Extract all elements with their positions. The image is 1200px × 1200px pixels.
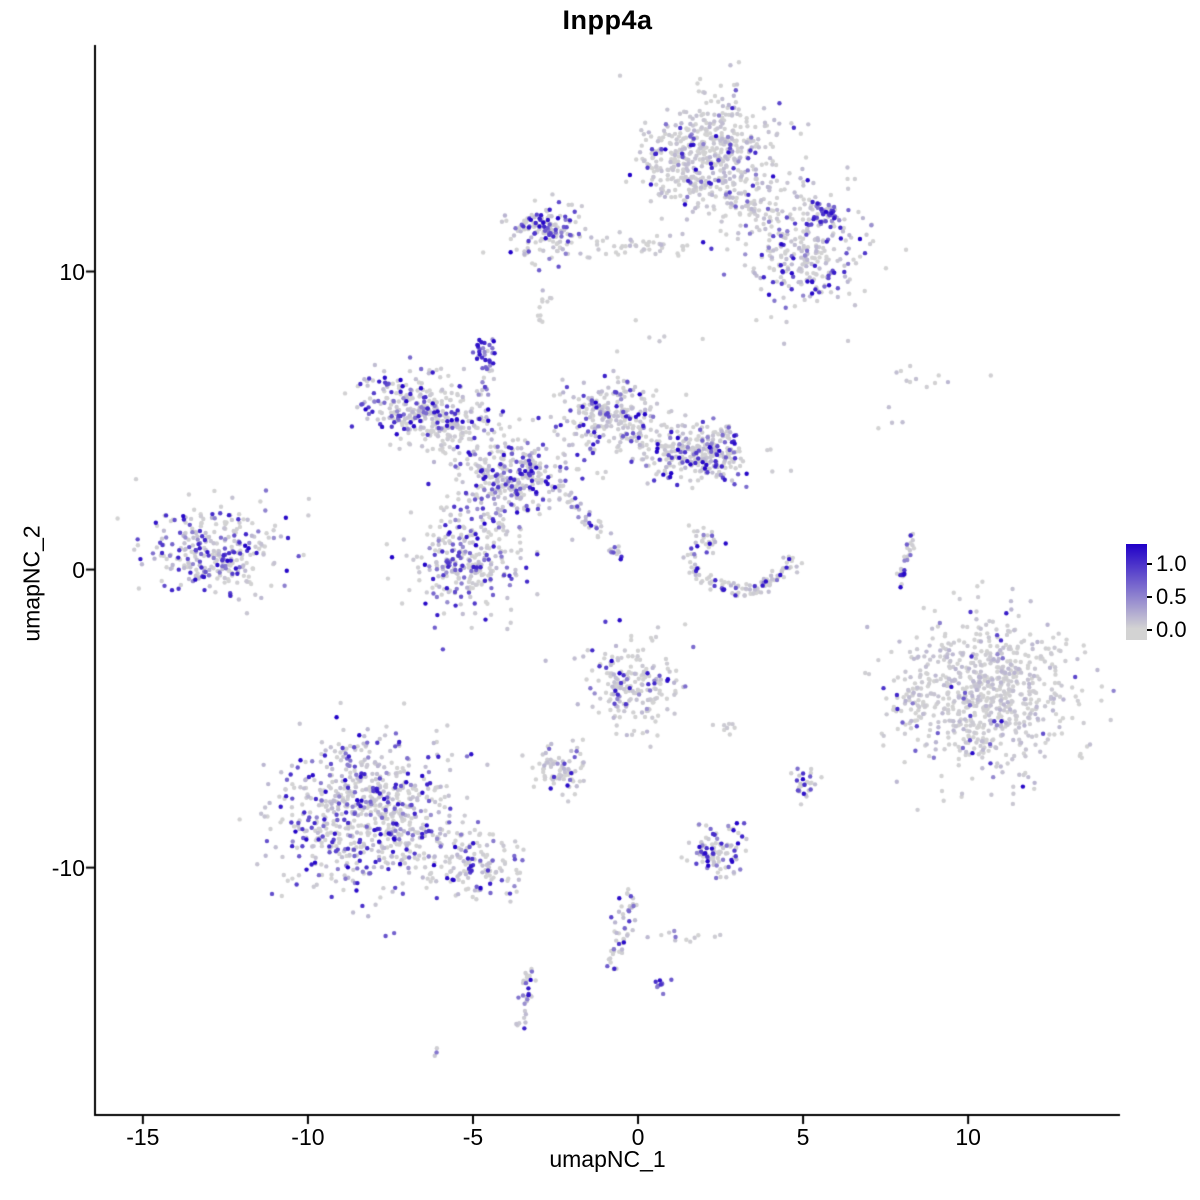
- legend-gradient-bar: [1126, 544, 1147, 640]
- x-axis-label: umapNC_1: [549, 1146, 666, 1172]
- plot-title: Inpp4a: [562, 5, 653, 35]
- legend-tick: [1147, 629, 1152, 632]
- y-tick-label: 0: [72, 556, 85, 583]
- legend-label: 0.0: [1156, 617, 1187, 643]
- x-tick-label: -5: [462, 1124, 484, 1150]
- legend-label: 0.5: [1156, 583, 1187, 609]
- legend-label: 1.0: [1156, 550, 1187, 576]
- legend-tick: [1147, 595, 1152, 598]
- expression-color-legend: 1.0 0.5 0.0: [1126, 544, 1200, 643]
- x-tick-label: 5: [796, 1124, 810, 1150]
- x-tick-label: -10: [291, 1124, 325, 1150]
- legend-tick: [1147, 562, 1152, 565]
- y-tick-label: 10: [59, 258, 85, 285]
- x-tick-label: -15: [126, 1124, 160, 1150]
- y-tick-label: -10: [51, 854, 85, 881]
- x-tick-label: 0: [631, 1124, 645, 1150]
- x-tick-label: 10: [955, 1124, 981, 1150]
